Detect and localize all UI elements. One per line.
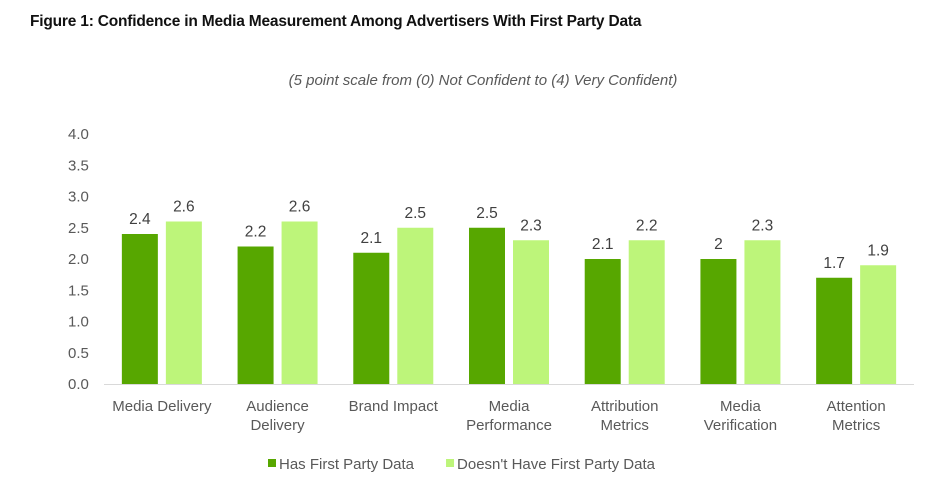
data-label: 2.3 <box>752 217 774 234</box>
y-tick-label: 2.0 <box>68 251 89 268</box>
data-label: 2 <box>714 236 723 253</box>
data-label: 2.2 <box>245 224 267 241</box>
y-tick-label: 2.5 <box>68 220 89 237</box>
x-tick-label: Audience <box>246 398 309 415</box>
legend-label: Has First Party Data <box>279 456 415 473</box>
y-tick-label: 1.5 <box>68 282 89 299</box>
y-tick-label: 3.5 <box>68 157 89 174</box>
legend-label: Doesn't Have First Party Data <box>457 456 656 473</box>
data-label: 2.6 <box>173 199 195 216</box>
data-label: 2.1 <box>592 236 614 253</box>
data-label: 2.6 <box>289 199 311 216</box>
x-tick-label: Media <box>489 398 531 415</box>
data-label: 2.1 <box>361 230 383 247</box>
bar <box>584 259 621 384</box>
x-tick-label: Brand Impact <box>349 398 439 415</box>
bar <box>165 221 202 384</box>
legend-swatch <box>446 459 455 467</box>
x-tick-label: Attention <box>827 398 886 415</box>
bar <box>121 234 158 384</box>
y-tick-label: 4.0 <box>68 126 89 143</box>
x-tick-label: Metrics <box>601 417 649 434</box>
y-tick-label: 0.0 <box>68 376 89 393</box>
bar <box>281 221 318 384</box>
x-tick-label: Media Delivery <box>112 398 212 415</box>
data-label: 1.9 <box>867 242 889 259</box>
bar <box>513 240 549 384</box>
data-label: 2.4 <box>129 211 151 228</box>
data-label: 2.5 <box>476 205 498 222</box>
bar <box>469 227 505 384</box>
y-tick-label: 1.0 <box>68 314 89 331</box>
x-tick-label: Performance <box>466 417 552 434</box>
legend-swatch <box>268 459 276 467</box>
bar <box>397 227 434 384</box>
bar <box>816 277 853 384</box>
x-tick-label: Media <box>720 398 762 415</box>
chart-subtitle: (5 point scale from (0) Not Confident to… <box>288 72 678 89</box>
bar <box>237 246 274 384</box>
bar <box>860 265 897 384</box>
y-tick-label: 0.5 <box>68 345 89 362</box>
bar <box>628 240 665 384</box>
y-tick-label: 3.0 <box>68 189 89 206</box>
data-label: 2.5 <box>405 205 427 222</box>
bar <box>353 252 390 384</box>
data-label: 1.7 <box>823 255 845 272</box>
bar <box>744 240 781 384</box>
x-tick-label: Verification <box>704 417 777 434</box>
x-tick-label: Attribution <box>591 398 659 415</box>
data-label: 2.2 <box>636 217 658 234</box>
x-tick-label: Delivery <box>250 417 305 434</box>
data-label: 2.3 <box>520 217 542 234</box>
bar <box>700 259 737 384</box>
x-tick-label: Metrics <box>832 417 880 434</box>
chart-title: Figure 1: Confidence in Media Measuremen… <box>30 13 642 30</box>
